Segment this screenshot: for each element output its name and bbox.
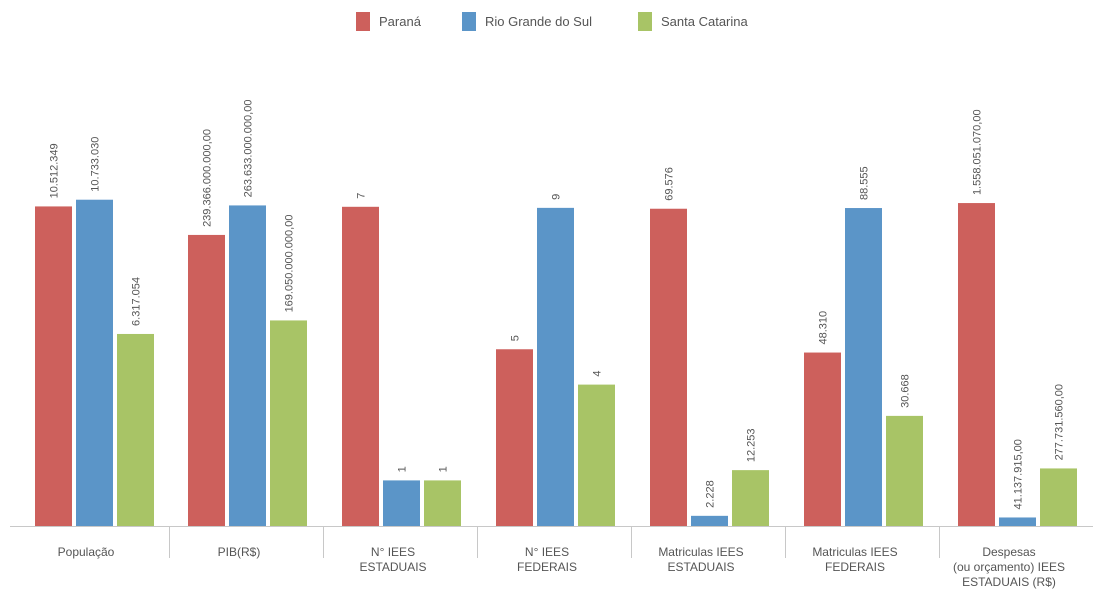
- value-label-rio-grande-do-sul-6: 88.555: [859, 166, 871, 200]
- bar-santa-catarina-7[interactable]: [1040, 468, 1077, 526]
- value-label-parana-6: 48.310: [818, 311, 830, 345]
- value-label-rio-grande-do-sul-7: 41.137.915,00: [1013, 439, 1025, 509]
- value-label-santa-catarina-4: 4: [592, 370, 604, 376]
- value-labels: 10.512.349 10.733.030 6.317.054 239.366.000…: [49, 100, 1066, 510]
- bar-santa-catarina-1[interactable]: [117, 333, 154, 526]
- value-label-santa-catarina-7: 277.731.560,00: [1054, 384, 1066, 460]
- bar-parana-3[interactable]: [342, 206, 379, 527]
- category-label-line: FEDERAIS: [825, 560, 885, 574]
- value-label-rio-grande-do-sul-3: 1: [397, 466, 409, 472]
- bar-rio-grande-do-sul-7[interactable]: [999, 517, 1036, 526]
- category-label-4: N° IEES FEDERAIS: [517, 545, 577, 574]
- value-label-parana-4: 5: [510, 335, 522, 341]
- bar-parana-6[interactable]: [804, 352, 841, 526]
- bar-parana-7[interactable]: [958, 203, 995, 526]
- bar-parana-1[interactable]: [35, 206, 72, 526]
- bar-rio-grande-do-sul-2[interactable]: [229, 205, 266, 526]
- legend: Paraná Rio Grande do Sul Santa Catarina: [356, 12, 748, 31]
- category-label-line: ESTADUAIS (R$): [962, 575, 1056, 589]
- value-label-rio-grande-do-sul-5: 2.228: [705, 480, 717, 508]
- category-label-6: Matriculas IEES FEDERAIS: [812, 545, 897, 574]
- bar-rio-grande-do-sul-4[interactable]: [537, 207, 574, 526]
- category-label-line: ESTADUAIS: [667, 560, 734, 574]
- value-label-parana-3: 7: [356, 193, 368, 199]
- category-label-line: Matriculas IEES: [812, 545, 897, 559]
- value-label-santa-catarina-3: 1: [438, 466, 450, 472]
- legend-swatch-parana[interactable]: [356, 12, 370, 31]
- bar-santa-catarina-6[interactable]: [886, 415, 923, 526]
- value-label-parana-7: 1.558.051.070,00: [972, 109, 984, 195]
- bar-parana-4[interactable]: [496, 349, 533, 526]
- category-label-line: FEDERAIS: [517, 560, 577, 574]
- value-label-santa-catarina-6: 30.668: [900, 374, 912, 408]
- value-label-santa-catarina-2: 169.050.000.000,00: [284, 215, 296, 313]
- category-label-line: PIB(R$): [218, 545, 261, 559]
- category-label-1: População: [58, 545, 115, 559]
- category-label-line: N° IEES: [525, 545, 569, 559]
- category-label-2: PIB(R$): [218, 545, 261, 559]
- value-label-parana-5: 69.576: [664, 167, 676, 201]
- value-label-santa-catarina-1: 6.317.054: [131, 277, 143, 326]
- bar-santa-catarina-5[interactable]: [732, 470, 769, 526]
- bar-rio-grande-do-sul-6[interactable]: [845, 208, 882, 526]
- value-label-parana-2: 239.366.000.000,00: [202, 129, 214, 227]
- category-label-line: ESTADUAIS: [359, 560, 426, 574]
- bar-santa-catarina-3[interactable]: [424, 480, 461, 526]
- bar-rio-grande-do-sul-3[interactable]: [383, 480, 420, 526]
- value-label-rio-grande-do-sul-4: 9: [551, 194, 563, 200]
- bars: [35, 199, 1077, 527]
- bar-rio-grande-do-sul-5[interactable]: [691, 515, 728, 526]
- category-label-7: Despesas (ou orçamento) IEES ESTADUAIS (R$…: [953, 545, 1065, 589]
- legend-label-parana: Paraná: [379, 14, 422, 29]
- bar-parana-2[interactable]: [188, 234, 225, 526]
- legend-label-rio-grande-do-sul: Rio Grande do Sul: [485, 14, 592, 29]
- legend-swatch-santa-catarina[interactable]: [638, 12, 652, 31]
- category-label-line: Matriculas IEES: [658, 545, 743, 559]
- legend-swatch-rio-grande-do-sul[interactable]: [462, 12, 476, 31]
- value-label-rio-grande-do-sul-2: 263.633.000.000,00: [243, 100, 255, 198]
- bar-santa-catarina-4[interactable]: [578, 384, 615, 526]
- category-label-5: Matriculas IEES ESTADUAIS: [658, 545, 743, 574]
- legend-label-santa-catarina: Santa Catarina: [661, 14, 748, 29]
- bar-parana-5[interactable]: [650, 208, 687, 526]
- bar-rio-grande-do-sul-1[interactable]: [76, 199, 113, 526]
- value-label-rio-grande-do-sul-1: 10.733.030: [90, 137, 102, 192]
- category-label-3: N° IEES ESTADUAIS: [359, 545, 426, 574]
- value-label-santa-catarina-5: 12.253: [746, 428, 758, 462]
- bar-santa-catarina-2[interactable]: [270, 320, 307, 526]
- category-label-line: População: [58, 545, 115, 559]
- category-label-line: (ou orçamento) IEES: [953, 560, 1065, 574]
- category-label-line: N° IEES: [371, 545, 415, 559]
- category-label-line: Despesas: [982, 545, 1035, 559]
- value-label-parana-1: 10.512.349: [49, 143, 61, 198]
